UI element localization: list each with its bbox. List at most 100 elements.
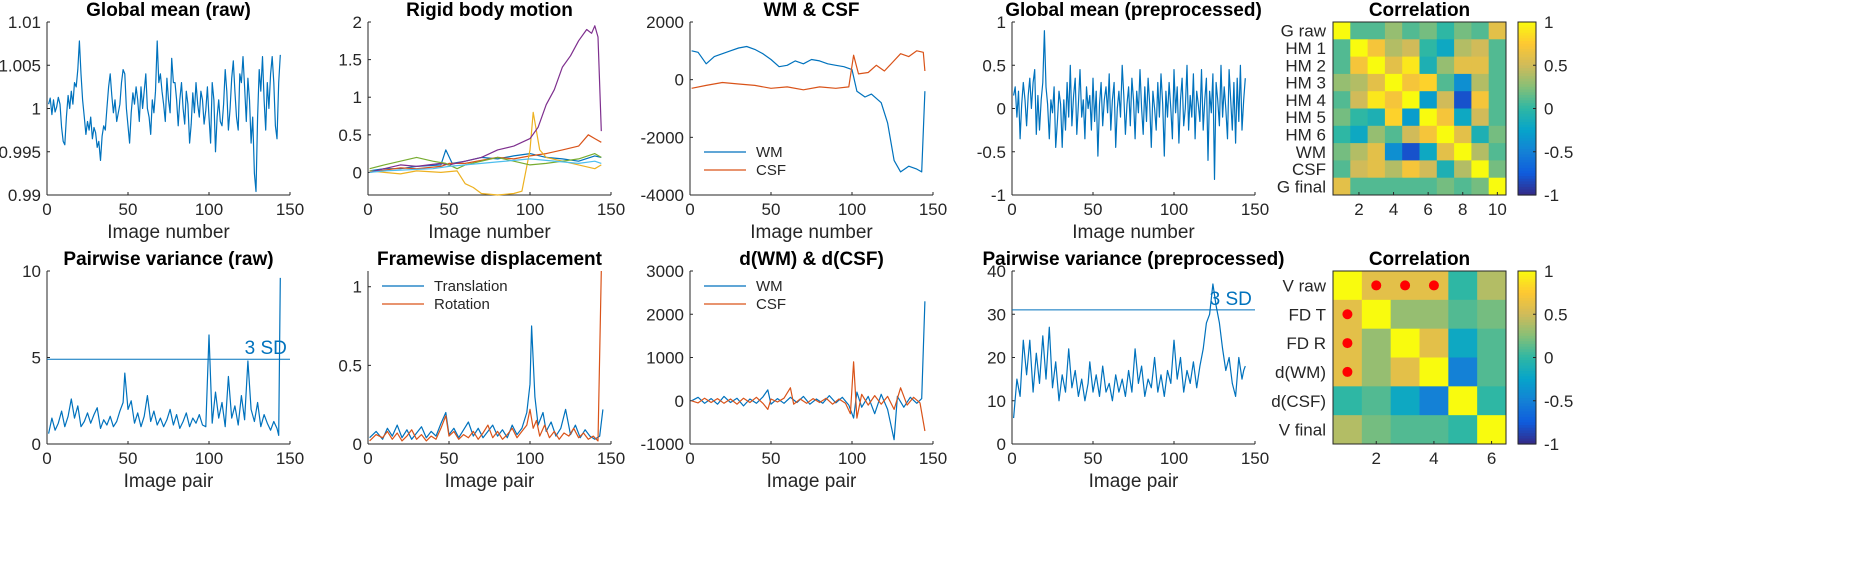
heatmap-cell <box>1454 39 1472 58</box>
colorbar-segment <box>1518 308 1536 313</box>
heatmap-cell <box>1367 108 1386 127</box>
y-tick-label: 0 <box>997 100 1006 119</box>
y-tick-label: 0 <box>353 163 362 182</box>
colorbar-segment <box>1518 287 1536 291</box>
colorbar-segment <box>1518 335 1536 340</box>
chart-title: Pairwise variance (raw) <box>63 249 273 270</box>
legend-label: Translation <box>434 278 508 295</box>
colorbar-segment <box>1518 186 1536 191</box>
colorbar-tick-label: 0 <box>1544 349 1553 368</box>
x-tick-label: 50 <box>762 200 781 219</box>
colorbar-tick-label: 1 <box>1544 262 1553 281</box>
x-tick-label: 0 <box>1007 449 1016 468</box>
x-tick-label: 2 <box>1354 200 1363 219</box>
colorbar-segment <box>1518 327 1536 332</box>
heatmap-cell <box>1477 328 1507 358</box>
heatmap-cell <box>1419 22 1438 40</box>
colorbar-segment <box>1518 333 1536 337</box>
colorbar-segment <box>1518 343 1536 348</box>
heatmap-cell <box>1350 160 1369 179</box>
heatmap-cell <box>1367 56 1386 75</box>
heatmap-cell <box>1390 386 1420 416</box>
colorbar-tick-label: -1 <box>1544 435 1559 454</box>
heatmap-cell <box>1384 39 1403 58</box>
colorbar-segment <box>1518 441 1536 445</box>
y-tick-label: 40 <box>987 262 1006 281</box>
y-tick-label: 1 <box>353 278 362 297</box>
x-axis-label: Image pair <box>1089 471 1179 492</box>
x-tick-label: 50 <box>119 449 138 468</box>
heatmap-cell <box>1488 160 1507 179</box>
colorbar-segment <box>1518 49 1536 53</box>
heatmap-cell <box>1448 271 1478 301</box>
x-tick-label: 50 <box>440 449 459 468</box>
chart-title: Global mean (raw) <box>86 0 251 21</box>
x-tick-label: 0 <box>42 449 51 468</box>
heatmap-cell <box>1419 328 1449 358</box>
colorbar-tick-label: -0.5 <box>1544 392 1573 411</box>
colorbar-segment <box>1518 130 1536 134</box>
heatmap-cell <box>1488 39 1507 58</box>
x-tick-label: 150 <box>597 200 625 219</box>
heatmap-cell <box>1367 73 1386 92</box>
y-tick-label: 2 <box>353 13 362 32</box>
colorbar-segment <box>1518 43 1536 47</box>
colorbar-segment <box>1518 176 1536 180</box>
x-tick-label: 100 <box>1160 449 1188 468</box>
y-tick-label: 10 <box>987 392 1006 411</box>
colorbar-segment <box>1518 303 1536 307</box>
colorbar-segment <box>1518 314 1536 318</box>
x-tick-label: 150 <box>919 449 947 468</box>
heatmap-cell <box>1402 143 1420 161</box>
colorbar-segment <box>1518 146 1536 150</box>
x-tick-label: 50 <box>440 200 459 219</box>
colorbar-segment <box>1518 289 1536 294</box>
heatmap-cell <box>1419 39 1438 58</box>
heatmap-cell <box>1448 357 1478 387</box>
significance-marker <box>1400 280 1411 291</box>
legend-label: Rotation <box>434 296 490 313</box>
colorbar-segment <box>1518 178 1536 183</box>
heatmap-cell <box>1361 386 1392 416</box>
x-tick-label: 150 <box>597 449 625 468</box>
colorbar-segment <box>1518 319 1536 323</box>
colorbar-segment <box>1518 159 1536 164</box>
chart-pairwise-variance-preprocessed: 0 50 100 150 0 10 20 30 40 3 SD Pairwise variance … <box>982 249 1284 492</box>
heatmap-cell <box>1402 91 1420 109</box>
heatmap-cell <box>1402 177 1420 196</box>
colorbar-segment <box>1518 271 1536 275</box>
heatmap-cell <box>1419 177 1438 196</box>
y-tick-label: -4000 <box>641 186 684 205</box>
heatmap-cell <box>1402 160 1420 179</box>
x-axis-label: Image pair <box>767 471 857 492</box>
colorbar-segment <box>1518 30 1536 34</box>
colorbar-segment <box>1518 151 1536 156</box>
colorbar-segment <box>1518 192 1536 196</box>
heatmap-cell <box>1419 73 1438 92</box>
heatmap-cell <box>1419 160 1438 179</box>
row-label: HM 4 <box>1285 91 1326 110</box>
x-tick-label: 150 <box>1241 200 1269 219</box>
legend-label: CSF <box>756 296 786 313</box>
heatmap-cell <box>1384 56 1403 75</box>
colorbar-segment <box>1518 122 1536 126</box>
heatmap-cell <box>1419 125 1438 144</box>
colorbar-segment <box>1518 330 1536 334</box>
x-tick-label: 0 <box>42 200 51 219</box>
heatmap-cell <box>1454 160 1472 179</box>
heatmap-cell <box>1361 357 1392 387</box>
heatmap-cell <box>1471 177 1490 196</box>
heatmap-cell <box>1350 39 1369 58</box>
heatmap-cell <box>1454 125 1472 144</box>
heatmap-cell <box>1419 415 1449 445</box>
x-tick-label: 50 <box>762 449 781 468</box>
x-tick-label: 0 <box>685 449 694 468</box>
x-tick-label: 0 <box>1007 200 1016 219</box>
heatmap-cell <box>1471 143 1490 161</box>
y-tick-label: 0.5 <box>982 56 1006 75</box>
colorbar-segment <box>1518 430 1536 434</box>
series-line-1 <box>369 134 602 173</box>
x-tick-label: 50 <box>1084 200 1103 219</box>
